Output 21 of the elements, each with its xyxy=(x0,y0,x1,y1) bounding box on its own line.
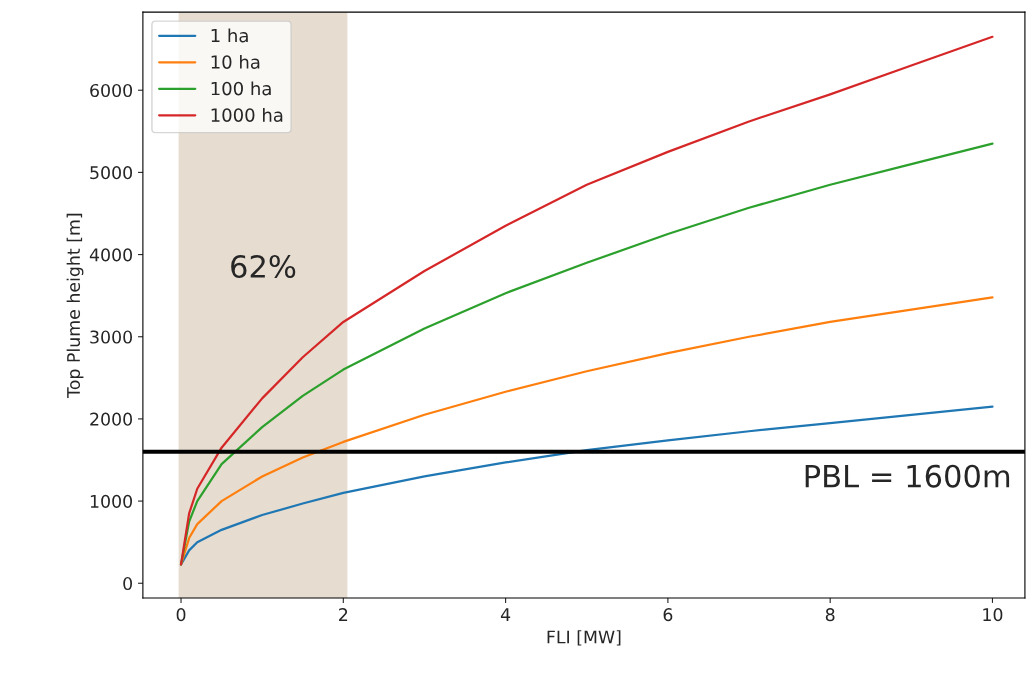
ref-line-label: PBL = 1600m xyxy=(805,464,1010,488)
legend-label: 1 ha xyxy=(211,28,248,43)
x-tick-label: 4 xyxy=(500,608,511,621)
legend-label: 100 ha xyxy=(211,81,271,96)
y-tick-label: 2000 xyxy=(90,412,133,426)
x-tick-label: 8 xyxy=(825,608,835,622)
y-tick-label: 1000 xyxy=(90,494,133,508)
y-tick-label: 0 xyxy=(123,576,133,591)
x-tick-label: 2 xyxy=(339,608,348,621)
x-tick-label: 10 xyxy=(983,608,1003,622)
x-tick-label: 0 xyxy=(176,608,186,622)
y-tick-label: 4000 xyxy=(89,248,133,262)
y-axis-title: Top Plume height [m] xyxy=(66,213,84,398)
x-axis-title: FLI [MW] xyxy=(547,630,621,646)
y-tick-label: 6000 xyxy=(90,83,133,98)
legend-label: 1000 ha xyxy=(211,107,283,122)
x-tick-label: 6 xyxy=(663,608,673,622)
y-tick-label: 5000 xyxy=(90,166,133,180)
legend-label: 10 ha xyxy=(211,54,260,69)
y-tick-label: 3000 xyxy=(90,330,133,344)
band-label: 62% xyxy=(231,254,296,279)
